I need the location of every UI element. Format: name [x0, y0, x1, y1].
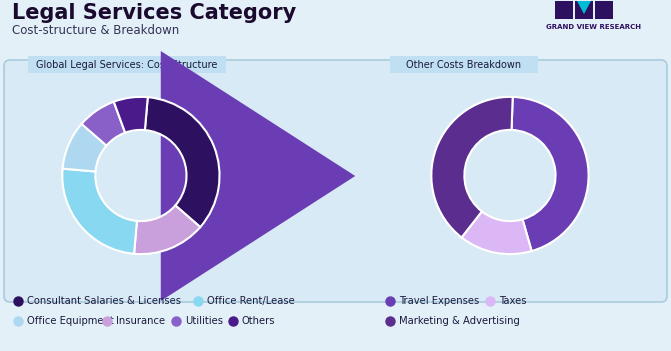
Text: Legal Services Category: Legal Services Category	[12, 3, 297, 23]
Text: Cost-structure & Breakdown: Cost-structure & Breakdown	[12, 24, 179, 37]
Text: Utilities: Utilities	[185, 316, 223, 326]
Wedge shape	[134, 205, 200, 254]
Text: Office Equipment: Office Equipment	[27, 316, 114, 326]
Text: Insurance: Insurance	[116, 316, 165, 326]
Text: Marketing & Advertising: Marketing & Advertising	[399, 316, 520, 326]
Wedge shape	[145, 97, 219, 227]
Bar	[390, 56, 538, 73]
Bar	[595, 1, 613, 19]
Text: Travel Expenses: Travel Expenses	[399, 296, 479, 306]
Wedge shape	[62, 124, 107, 172]
Polygon shape	[577, 1, 591, 14]
Wedge shape	[114, 97, 148, 133]
Wedge shape	[62, 168, 137, 254]
Text: Others: Others	[242, 316, 276, 326]
Bar	[28, 56, 226, 73]
Text: GRAND VIEW RESEARCH: GRAND VIEW RESEARCH	[546, 24, 641, 30]
Text: Taxes: Taxes	[499, 296, 527, 306]
Bar	[575, 1, 593, 19]
Wedge shape	[431, 97, 513, 238]
FancyBboxPatch shape	[4, 60, 667, 302]
Text: Office Rent/Lease: Office Rent/Lease	[207, 296, 295, 306]
Wedge shape	[462, 211, 531, 254]
Text: Other Costs Breakdown: Other Costs Breakdown	[407, 60, 521, 69]
Text: Consultant Salaries & Licenses: Consultant Salaries & Licenses	[27, 296, 181, 306]
Wedge shape	[511, 97, 588, 251]
Wedge shape	[82, 102, 125, 146]
Bar	[555, 1, 573, 19]
Text: Global Legal Services: Cost Structure: Global Legal Services: Cost Structure	[36, 60, 217, 69]
